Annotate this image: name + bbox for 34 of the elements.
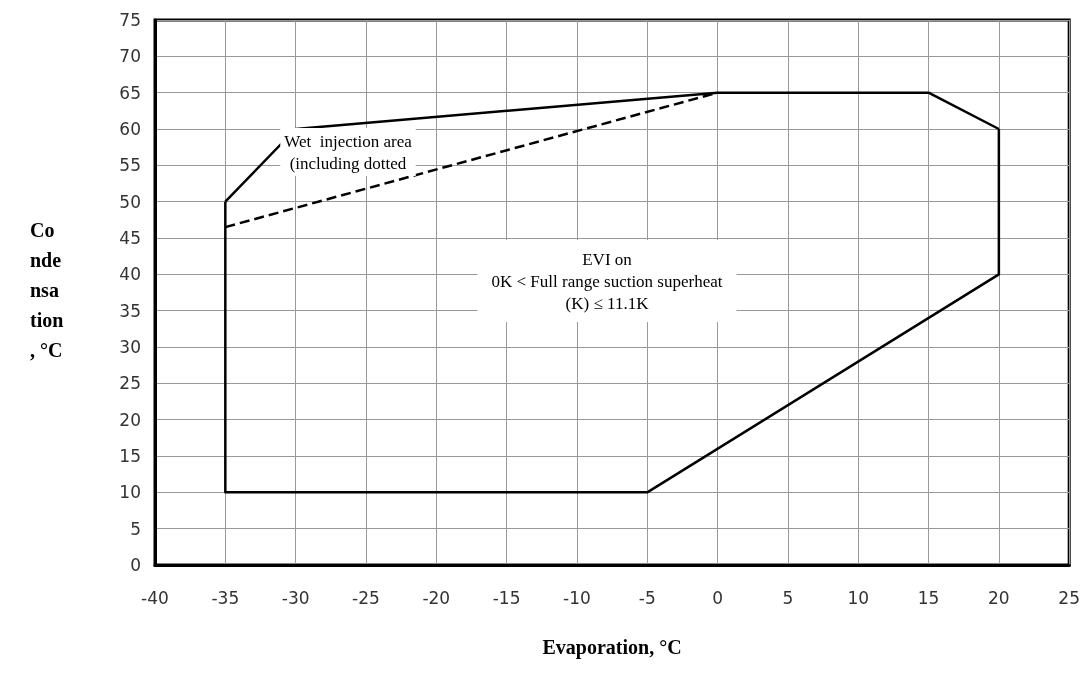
y-tick-label: 50 xyxy=(119,191,141,212)
x-tick-label: 20 xyxy=(988,587,1010,608)
x-tick-label: -15 xyxy=(492,587,521,608)
y-tick-label: 35 xyxy=(119,300,141,321)
y-tick-label: 5 xyxy=(130,518,141,539)
y-tick-label: 0 xyxy=(130,555,141,575)
x-tick-label: -30 xyxy=(281,587,310,608)
y-tick-label: 10 xyxy=(119,482,141,503)
x-tick-label: 25 xyxy=(1058,587,1080,608)
x-axis-title: Evaporation, °C xyxy=(542,636,682,659)
x-tick-label: -40 xyxy=(141,587,169,608)
y-tick-label: 55 xyxy=(119,155,141,176)
x-tick-label: 0 xyxy=(712,587,723,608)
y-tick-label: 30 xyxy=(119,337,141,357)
x-tick-label: -25 xyxy=(352,587,380,608)
y-tick-label: 75 xyxy=(119,10,141,30)
x-tick-label: -10 xyxy=(563,587,591,608)
y-tick-label: 65 xyxy=(119,82,141,103)
y-axis-title: Condensation, °C xyxy=(30,219,64,361)
x-tick-label: -5 xyxy=(638,587,656,608)
y-tick-label: 40 xyxy=(119,264,141,285)
x-tick-label: 15 xyxy=(917,587,940,608)
y-tick-label: 45 xyxy=(119,228,141,248)
x-tick-label: -35 xyxy=(211,587,240,608)
x-tick-label: 10 xyxy=(847,587,870,608)
x-tick-label: -20 xyxy=(422,587,451,608)
annotation: EVI on 0K < Full range suction superheat (K) ≤ 11.1K xyxy=(491,249,723,313)
annotation: Wet injection area (including dotted xyxy=(284,131,413,173)
y-tick-label: 60 xyxy=(119,119,141,139)
y-tick-label: 70 xyxy=(119,46,141,67)
y-tick-label: 25 xyxy=(119,373,141,394)
y-tick-label: 15 xyxy=(119,446,141,466)
x-tick-label: 5 xyxy=(782,587,794,608)
y-tick-label: 20 xyxy=(119,409,141,430)
